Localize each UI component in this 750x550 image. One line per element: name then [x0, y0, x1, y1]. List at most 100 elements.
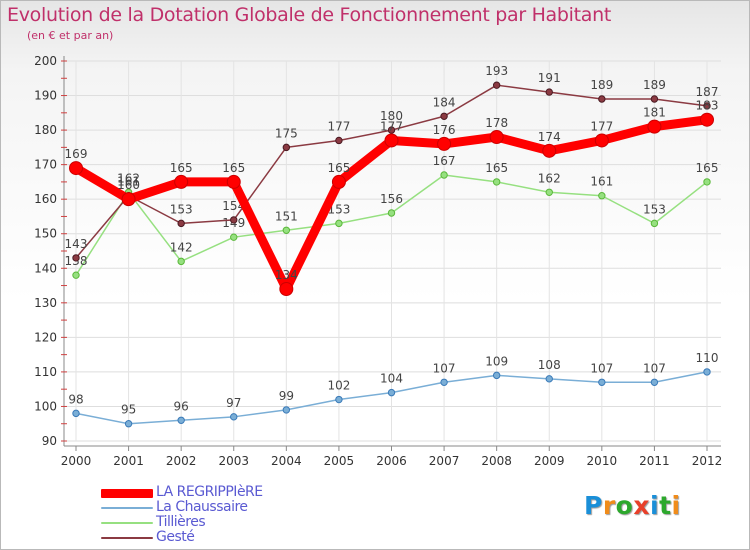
data-label: 151 — [275, 209, 298, 223]
y-tick-label: 190 — [34, 89, 57, 103]
y-tick-label: 100 — [34, 399, 57, 413]
data-point — [437, 136, 452, 151]
data-point — [545, 188, 553, 196]
data-point — [387, 209, 396, 217]
data-point — [650, 378, 659, 386]
data-label: 153 — [327, 202, 350, 216]
data-point — [69, 161, 83, 176]
data-label: 160 — [117, 178, 140, 192]
data-label: 167 — [433, 154, 456, 168]
data-point — [177, 257, 185, 266]
data-label: 153 — [643, 202, 666, 216]
y-tick-label: 150 — [34, 227, 57, 241]
data-label: 181 — [643, 106, 666, 120]
data-label: 169 — [65, 147, 88, 161]
logo-letter: o — [615, 491, 634, 520]
y-tick-label: 130 — [34, 296, 57, 310]
legend-swatch — [101, 537, 153, 539]
data-point — [492, 371, 501, 380]
data-point — [384, 133, 399, 148]
data-label: 102 — [327, 379, 350, 393]
data-label: 156 — [380, 192, 403, 206]
x-tick-label: 2011 — [639, 454, 670, 468]
legend-label: Gesté — [156, 529, 195, 545]
x-tick-label: 2010 — [587, 454, 618, 468]
data-point — [226, 174, 241, 189]
data-point — [440, 378, 448, 386]
legend-label: La Chaussaire — [156, 499, 248, 515]
data-label: 175 — [275, 126, 298, 140]
data-label: 177 — [380, 119, 403, 133]
data-label: 193 — [485, 64, 508, 78]
data-point — [489, 130, 504, 144]
data-label: 178 — [485, 116, 508, 130]
data-point — [703, 102, 711, 110]
data-label: 183 — [696, 99, 719, 113]
data-point — [282, 226, 291, 234]
y-tick-label: 170 — [34, 158, 57, 172]
legend-swatch — [101, 488, 153, 498]
data-label: 99 — [279, 389, 294, 403]
data-point — [387, 388, 396, 397]
data-label: 162 — [538, 171, 561, 185]
data-label: 109 — [485, 354, 508, 368]
x-tick-label: 2003 — [218, 454, 249, 468]
data-point — [542, 143, 557, 158]
data-label: 108 — [538, 358, 561, 372]
x-tick-label: 2008 — [481, 454, 512, 468]
data-label: 177 — [590, 119, 613, 133]
data-point — [174, 174, 189, 189]
data-label: 165 — [327, 161, 350, 175]
data-label: 107 — [643, 361, 666, 375]
logo-letter: x — [633, 491, 650, 520]
data-label: 162 — [117, 171, 140, 185]
data-point — [279, 282, 294, 296]
data-label: 110 — [696, 351, 719, 365]
data-point — [703, 368, 711, 376]
data-label: 176 — [433, 123, 456, 137]
data-label: 104 — [380, 372, 403, 386]
data-point — [598, 378, 606, 386]
x-tick-label: 2006 — [376, 454, 407, 468]
data-point — [650, 95, 659, 103]
data-point — [282, 143, 291, 152]
data-label: 165 — [170, 161, 193, 175]
data-point — [121, 192, 136, 207]
data-point — [598, 192, 606, 200]
data-point — [124, 420, 133, 428]
data-point — [647, 119, 662, 134]
logo-letter: r — [602, 491, 616, 520]
data-label: 161 — [117, 175, 140, 189]
data-label: 134 — [275, 268, 298, 282]
data-label: 184 — [433, 95, 456, 109]
data-label: 191 — [538, 71, 561, 85]
data-point — [440, 112, 448, 120]
x-tick-label: 2002 — [166, 454, 197, 468]
legend-swatch — [101, 522, 153, 524]
y-tick-label: 90 — [42, 434, 57, 448]
logo-letter: i — [650, 491, 660, 520]
data-point — [335, 219, 343, 228]
data-label: 107 — [590, 361, 613, 375]
data-label: 165 — [485, 161, 508, 175]
legend-label: Tillières — [156, 514, 206, 530]
data-point — [598, 95, 606, 103]
data-label: 189 — [643, 78, 666, 92]
logo-letter: i — [671, 491, 681, 520]
data-point — [545, 375, 553, 383]
data-point — [72, 409, 80, 418]
x-tick-label: 2000 — [61, 454, 92, 468]
data-point — [331, 174, 346, 189]
data-point — [492, 81, 501, 89]
data-label: 153 — [170, 202, 193, 216]
data-point — [703, 178, 711, 186]
data-label: 165 — [222, 161, 245, 175]
data-point — [72, 271, 80, 279]
data-point — [230, 233, 238, 241]
y-tick-label: 110 — [34, 365, 57, 379]
y-tick-label: 120 — [34, 330, 57, 344]
line-chart: 90 100 110 120 130 140 150 160 170 180 190 200 2000 2… — [34, 54, 723, 468]
y-tick-label: 180 — [34, 123, 57, 137]
x-tick-label: 2012 — [692, 454, 723, 468]
x-tick-label: 2005 — [324, 454, 355, 468]
